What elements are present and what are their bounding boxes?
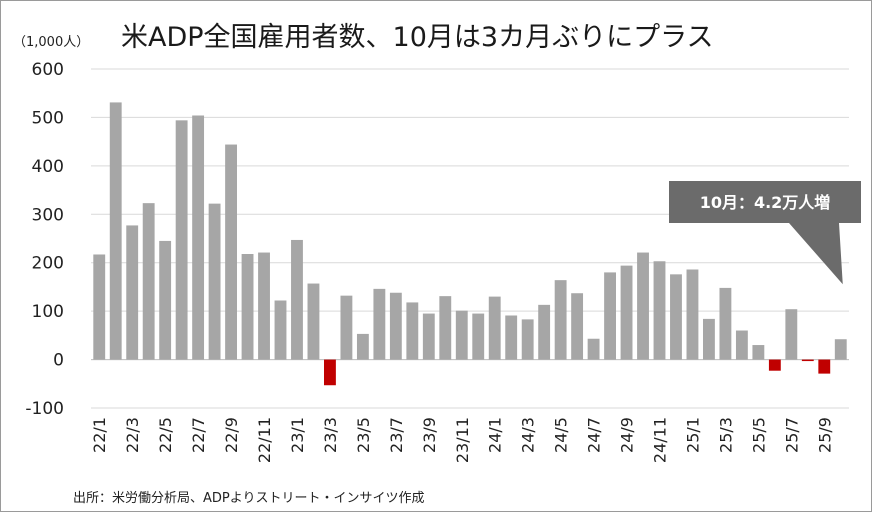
y-tick-label: 500 xyxy=(32,108,64,128)
y-unit-label: （1,000人） xyxy=(13,35,90,50)
y-tick-label: 300 xyxy=(32,205,64,225)
bar xyxy=(258,252,270,360)
bar xyxy=(670,274,682,360)
bar xyxy=(488,296,501,360)
bar xyxy=(274,300,287,360)
callout-label: 10月：4.2万人増 xyxy=(700,193,831,212)
bar xyxy=(439,296,452,360)
chart-title: 米ADP全国雇用者数、10月は3カ月ぶりにプラス xyxy=(121,22,714,53)
bar xyxy=(538,304,551,360)
bar xyxy=(175,120,188,360)
bar xyxy=(389,292,402,360)
x-tick-label: 22/9 xyxy=(222,417,241,453)
x-tick-label: 23/9 xyxy=(420,417,439,453)
bar xyxy=(785,309,798,360)
bar xyxy=(834,339,847,360)
bar xyxy=(521,319,534,360)
bar xyxy=(208,203,221,360)
bar xyxy=(637,252,649,360)
y-tick-label: 0 xyxy=(53,351,64,371)
callout-bubble xyxy=(669,181,861,285)
bar xyxy=(422,313,435,360)
x-tick-label: 25/3 xyxy=(716,417,735,453)
bar xyxy=(703,318,715,360)
bar xyxy=(373,288,386,360)
bar xyxy=(818,359,831,374)
bar xyxy=(126,225,139,360)
y-tick-label: 600 xyxy=(32,60,64,80)
bar xyxy=(653,261,666,360)
bar xyxy=(620,265,633,360)
bar xyxy=(192,115,205,360)
x-tick-label: 22/7 xyxy=(189,417,208,453)
y-tick-label: 100 xyxy=(32,302,64,322)
x-tick-label: 23/1 xyxy=(288,417,307,453)
x-tick-label: 24/7 xyxy=(585,417,604,453)
bar xyxy=(801,359,814,362)
bar xyxy=(324,359,336,386)
x-tick-label: 25/5 xyxy=(749,417,768,453)
bar xyxy=(307,283,320,360)
source-note: 出所：米労働分析局、ADPよりストリート・インサイツ作成 xyxy=(73,491,425,506)
x-tick-label: 24/3 xyxy=(519,417,538,453)
bar xyxy=(719,287,732,360)
bar xyxy=(93,254,106,360)
x-tick-label: 22/1 xyxy=(90,417,109,453)
x-tick-label: 22/3 xyxy=(123,417,142,453)
bar xyxy=(159,240,172,360)
y-tick-label: 400 xyxy=(32,157,64,177)
bar xyxy=(752,345,765,360)
bar xyxy=(291,239,303,360)
bar xyxy=(604,272,616,360)
bar xyxy=(768,359,781,371)
bar xyxy=(241,253,254,360)
y-tick-label: -100 xyxy=(25,399,64,419)
bar xyxy=(571,293,584,360)
x-tick-label: 24/9 xyxy=(618,417,637,453)
x-tick-label: 25/7 xyxy=(782,417,801,453)
bar xyxy=(406,302,419,360)
x-tick-label: 24/1 xyxy=(486,417,505,453)
bar xyxy=(472,313,485,360)
x-tick-label: 24/5 xyxy=(552,417,571,453)
bar xyxy=(142,203,155,360)
bar xyxy=(587,338,600,360)
y-tick-label: 200 xyxy=(32,254,64,274)
x-tick-label: 25/9 xyxy=(815,417,834,453)
x-tick-label: 23/5 xyxy=(354,417,373,453)
bar xyxy=(455,310,468,360)
x-tick-label: 23/7 xyxy=(387,417,406,453)
x-tick-label: 23/3 xyxy=(321,417,340,453)
bar xyxy=(340,295,353,360)
x-tick-label: 24/11 xyxy=(651,417,670,463)
x-tick-label: 25/1 xyxy=(683,417,702,453)
bar xyxy=(505,315,518,360)
bar xyxy=(109,102,122,360)
x-tick-label: 22/11 xyxy=(255,417,274,463)
bar xyxy=(554,280,567,360)
x-tick-label: 23/11 xyxy=(453,417,472,463)
bar xyxy=(356,333,369,360)
bar xyxy=(735,330,748,360)
bar xyxy=(686,269,699,360)
x-tick-label: 22/5 xyxy=(156,417,175,453)
bar xyxy=(225,144,237,360)
